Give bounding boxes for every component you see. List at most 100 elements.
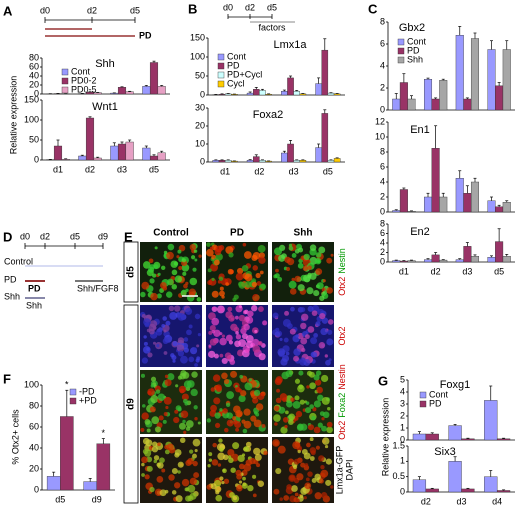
bar bbox=[315, 83, 322, 96]
micrograph-texture bbox=[178, 244, 186, 252]
micrograph-texture bbox=[252, 338, 260, 347]
micrograph-texture bbox=[159, 489, 167, 497]
micrograph-texture bbox=[148, 328, 155, 335]
micrograph-texture bbox=[141, 412, 149, 420]
micrograph-texture bbox=[164, 449, 170, 455]
micrograph-texture bbox=[175, 384, 179, 388]
micrograph-texture bbox=[235, 469, 242, 476]
micrograph-texture bbox=[281, 354, 290, 363]
micrograph-texture bbox=[297, 384, 305, 393]
micrograph-texture bbox=[210, 404, 217, 412]
micrograph-texture bbox=[196, 344, 200, 348]
micrograph-texture bbox=[304, 334, 310, 340]
bar bbox=[157, 86, 166, 95]
bar bbox=[431, 148, 440, 213]
micrograph-texture bbox=[299, 399, 305, 405]
panel-letter: D bbox=[3, 229, 12, 244]
stain-label: Lmx1a-GFP bbox=[334, 446, 344, 495]
bar bbox=[425, 433, 439, 441]
micrograph-texture bbox=[180, 290, 187, 297]
micrograph-texture bbox=[162, 419, 167, 424]
legend-swatch bbox=[69, 397, 77, 405]
micrograph-texture bbox=[325, 359, 331, 366]
micrograph-texture bbox=[311, 415, 316, 421]
bar bbox=[110, 92, 119, 95]
bar bbox=[461, 438, 475, 441]
micrograph-texture bbox=[144, 474, 150, 480]
micrograph-texture bbox=[314, 492, 322, 500]
micrograph-texture bbox=[147, 388, 155, 396]
row-bracket bbox=[123, 241, 139, 303]
bar bbox=[212, 159, 220, 163]
micrograph-texture bbox=[211, 306, 216, 311]
micrograph-texture bbox=[320, 374, 329, 383]
bar bbox=[439, 259, 448, 263]
micrograph-texture bbox=[241, 333, 248, 340]
micrograph-texture bbox=[241, 453, 246, 457]
bar bbox=[425, 488, 439, 493]
micrograph-texture bbox=[252, 251, 261, 260]
micrograph-texture bbox=[222, 408, 228, 414]
bar bbox=[399, 189, 408, 213]
x-tick-label: d1 bbox=[399, 266, 409, 276]
micrograph-texture bbox=[315, 252, 322, 258]
stain-part: Nestin bbox=[337, 364, 347, 390]
micrograph-texture bbox=[303, 496, 307, 500]
micrograph-texture bbox=[233, 294, 239, 300]
y-tick-label: 20 bbox=[195, 120, 205, 130]
micrograph-texture bbox=[150, 395, 159, 404]
micrograph-texture bbox=[252, 293, 260, 302]
y-tick-label: 0 bbox=[380, 256, 385, 266]
micrograph-texture bbox=[316, 259, 321, 263]
y-tick-label: 0 bbox=[34, 88, 39, 98]
micrograph-texture bbox=[245, 316, 254, 324]
micrograph-texture bbox=[144, 419, 151, 425]
y-tick-label: 0 bbox=[400, 486, 405, 496]
micrograph-texture bbox=[185, 459, 192, 467]
micrograph-texture bbox=[174, 409, 179, 414]
micrograph-texture bbox=[279, 337, 283, 341]
bar bbox=[495, 85, 504, 111]
micrograph-texture bbox=[157, 442, 161, 447]
micrograph-texture bbox=[313, 333, 318, 338]
micrograph-texture bbox=[244, 382, 253, 391]
y-tick-label: 10 bbox=[375, 131, 385, 141]
micrograph-texture bbox=[326, 287, 333, 294]
micrograph-texture bbox=[153, 455, 160, 461]
micrograph-texture bbox=[315, 321, 321, 327]
micrograph-texture bbox=[245, 441, 252, 448]
micrograph-texture bbox=[228, 252, 234, 258]
micrograph-texture bbox=[224, 427, 229, 433]
micrograph-texture bbox=[228, 340, 234, 345]
micrograph-texture bbox=[253, 447, 261, 456]
micrograph-texture bbox=[257, 340, 263, 346]
micrograph-texture bbox=[174, 275, 183, 283]
bar bbox=[246, 159, 254, 163]
bar bbox=[224, 159, 232, 163]
micrograph-texture bbox=[274, 331, 281, 337]
micrograph-texture bbox=[208, 330, 213, 335]
micrograph-texture bbox=[320, 328, 328, 336]
micrograph-texture bbox=[171, 467, 178, 474]
day-label: d0 bbox=[20, 231, 30, 241]
significance-mark: * bbox=[102, 428, 106, 438]
x-tick-label: d1 bbox=[220, 166, 230, 176]
micrograph-texture bbox=[312, 407, 317, 412]
bar bbox=[218, 159, 226, 163]
bar bbox=[218, 94, 226, 96]
bar bbox=[423, 78, 433, 111]
micrograph-texture bbox=[141, 313, 146, 318]
chart-title: Gbx2 bbox=[399, 22, 425, 34]
y-tick-label: 6 bbox=[380, 228, 385, 238]
micrograph-texture bbox=[215, 245, 223, 253]
micrograph-texture bbox=[156, 344, 160, 348]
legend-swatch bbox=[217, 71, 225, 79]
panel-letter: A bbox=[3, 3, 13, 18]
micrograph-texture bbox=[162, 316, 167, 321]
micrograph-texture bbox=[274, 273, 280, 279]
micrograph-texture bbox=[171, 355, 177, 361]
micrograph-texture bbox=[297, 284, 305, 292]
micrograph-texture bbox=[208, 278, 217, 286]
micrograph-texture bbox=[173, 305, 181, 312]
micrograph-texture bbox=[194, 363, 198, 367]
